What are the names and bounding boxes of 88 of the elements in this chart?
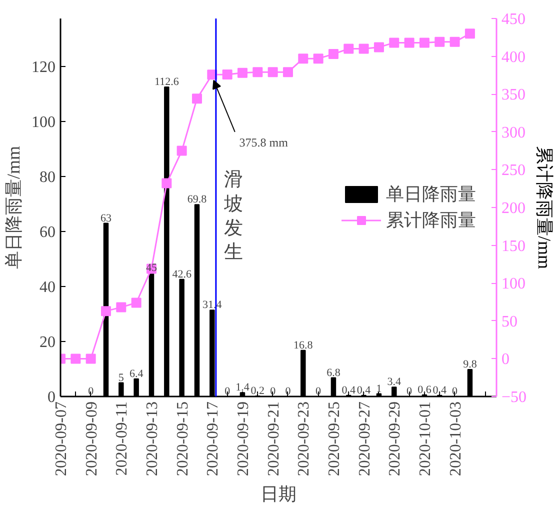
- point: [313, 54, 324, 64]
- y2-tick-label: 400: [502, 48, 526, 66]
- data-label: 3.4: [387, 376, 402, 388]
- data-label: 42.6: [172, 268, 192, 280]
- data-label: 16.8: [294, 339, 314, 352]
- x-tick-label: 2020-09-09: [83, 402, 100, 476]
- point: [374, 42, 384, 52]
- point: [434, 36, 445, 47]
- x-tick-label: 2020-09-19: [234, 402, 252, 476]
- point: [237, 68, 248, 78]
- y2-tick-label: 50: [502, 313, 518, 330]
- data-label: 112.6: [154, 76, 180, 88]
- legend-label: 单日降雨量: [386, 183, 476, 206]
- data-label: 0: [88, 386, 94, 398]
- data-label: 0: [285, 386, 292, 398]
- point: [100, 306, 111, 316]
- data-label: 0.6: [418, 384, 432, 396]
- point: [222, 69, 232, 80]
- point: [176, 146, 187, 156]
- y2-tick-label: 350: [502, 86, 526, 104]
- x-tick-label: 2020-09-25: [326, 402, 343, 476]
- x-tick-label: 2020-09-11: [114, 402, 131, 476]
- data-label: 1: [376, 382, 382, 395]
- y2-tick-label: 300: [502, 124, 526, 142]
- x-tick-label: 2020-09-27: [356, 402, 374, 476]
- point: [268, 67, 278, 78]
- data-label: 0.2: [250, 384, 265, 397]
- y2-axis-title: 累计降雨量/mm: [534, 146, 555, 270]
- y-tick-label: 80: [40, 169, 56, 186]
- point: [419, 38, 430, 48]
- data-label: 63: [100, 212, 112, 224]
- point: [328, 49, 338, 60]
- point: [298, 54, 308, 64]
- annotation: 375.8 mm: [239, 136, 289, 150]
- y-tick-label: 120: [32, 59, 56, 76]
- point: [116, 302, 126, 312]
- data-label: 0.4: [356, 384, 372, 396]
- x-tick-label: 2020-09-15: [174, 402, 192, 476]
- x-tick-label: 2020-10-03: [447, 402, 464, 476]
- point: [192, 94, 202, 104]
- point: [404, 38, 414, 48]
- y-tick-label: 40: [40, 279, 56, 296]
- x-tick-label: 2020-09-29: [386, 402, 404, 476]
- point: [252, 67, 263, 78]
- data-label: 0: [224, 386, 231, 398]
- data-label: 6.8: [326, 366, 341, 379]
- y2-tick-label: 0: [502, 351, 510, 368]
- point: [282, 67, 293, 78]
- data-label: 0: [270, 386, 276, 398]
- x-axis-title: 日期: [260, 484, 296, 504]
- data-label: 1.4: [236, 382, 250, 394]
- x-tick-label: 2020-10-01: [416, 402, 434, 476]
- x-tick-label: 2020-09-21: [265, 402, 282, 476]
- data-label: 9.8: [463, 358, 478, 371]
- y2-tick-label: 150: [502, 238, 526, 255]
- point: [344, 44, 354, 54]
- point: [86, 354, 96, 364]
- y-axis-title: 单日降雨量/mm: [4, 146, 24, 269]
- point: [450, 36, 460, 47]
- data-label: 6.4: [129, 368, 144, 380]
- y-tick-label: 0: [48, 389, 56, 406]
- point: [358, 44, 369, 54]
- x-tick-label: 2020-09-17: [204, 402, 222, 476]
- point: [464, 28, 475, 39]
- data-label: 0: [316, 386, 322, 398]
- point: [70, 354, 81, 364]
- y-tick-label: 20: [40, 334, 56, 352]
- legend-label: 累计降雨量: [386, 209, 476, 232]
- y2-tick-label: 100: [502, 276, 526, 293]
- x-tick-label: 2020-09-23: [296, 402, 313, 476]
- data-label: 0: [452, 386, 458, 398]
- point: [162, 178, 172, 188]
- x-tick-label: 2020-09-13: [144, 402, 161, 476]
- data-label: 0: [406, 386, 413, 398]
- point: [389, 38, 400, 48]
- y2-tick-label: −50: [502, 389, 527, 406]
- y-tick-label: 100: [32, 114, 56, 132]
- point: [131, 298, 142, 308]
- data-label: 69.8: [187, 194, 208, 206]
- y-tick-label: 60: [40, 224, 56, 242]
- data-label: 0.4: [342, 384, 356, 396]
- y2-tick-label: 200: [502, 200, 526, 217]
- y2-tick-label: 450: [502, 11, 526, 28]
- y2-tick-label: 250: [502, 162, 526, 180]
- x-tick-label: 2020-09-07: [53, 402, 70, 476]
- data-label: 5: [118, 372, 124, 384]
- data-label: 0.4: [432, 384, 448, 396]
- ref-line-label: 滑坡发生: [222, 170, 243, 264]
